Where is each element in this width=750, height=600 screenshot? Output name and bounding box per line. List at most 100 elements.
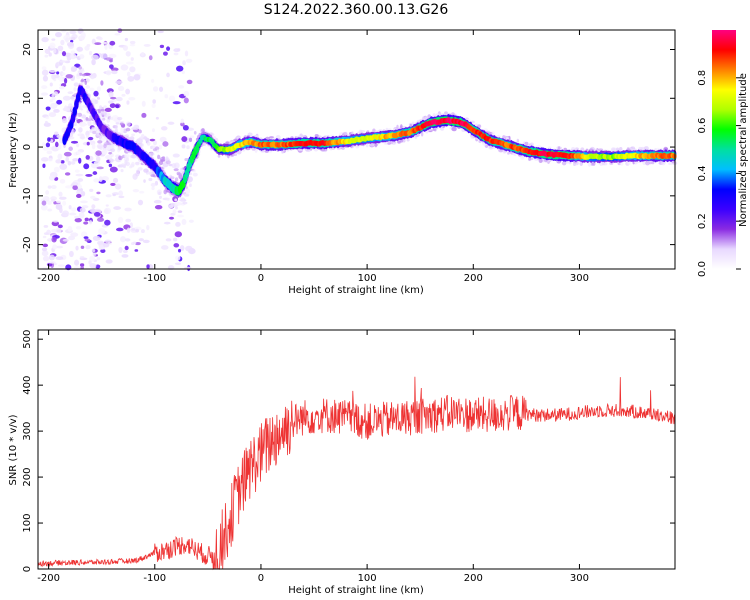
spectral-noise-blob [41,250,49,257]
spectral-halo-blob [143,168,149,173]
spectral-noise-blob [166,72,170,78]
spectral-noise-blob [48,112,57,118]
spectral-noise-blob [85,155,90,160]
spectral-noise-blob [58,191,63,197]
spectral-noise-blob [72,158,79,162]
y-tick-label: 10 [22,92,33,105]
spectral-noise-blob [41,85,48,90]
spectral-noise-blob [41,200,47,206]
spectral-noise-blob [138,238,144,242]
spectral-noise-blob [56,200,62,204]
spectral-noise-blob [45,190,50,195]
spectral-noise-blob [104,208,109,215]
spectral-halo-blob [68,146,73,151]
spectral-halo-blob [609,162,614,166]
spectral-halo-blob [169,176,175,180]
spectral-noise-blob [74,217,82,223]
spectral-halo-blob [396,124,399,130]
spectral-noise-blob [86,141,90,146]
spectral-noise-blob [159,136,167,143]
spectral-ridge-blob [70,113,76,124]
spectral-noise-blob [180,118,184,124]
spectral-noise-blob [157,30,164,34]
spectral-noise-blob [188,219,194,223]
spectral-noise-blob [139,190,145,194]
spectral-halo-blob [79,72,83,76]
spectral-halo-blob [585,148,589,152]
spectral-noise-blob [70,66,78,72]
spectral-halo-blob [406,138,410,142]
spectral-halo-blob [501,135,508,140]
spectral-noise-blob [78,35,85,41]
spectral-noise-blob [74,215,80,219]
spectral-halo-blob [81,73,86,77]
spectral-noise-blob [105,144,111,151]
spectral-noise-blob [158,86,164,92]
spectral-noise-blob [109,166,118,173]
spectral-halo-blob [102,117,106,121]
spectral-noise-blob [49,98,54,103]
spectral-noise-blob [41,92,49,96]
spectral-halo-blob [142,136,148,140]
spectral-halo-blob [642,160,647,165]
spectral-noise-blob [96,256,101,261]
spectral-noise-blob [78,212,85,219]
spectral-halo-blob [126,157,130,162]
spectral-noise-blob [173,237,178,242]
spectral-noise-blob [49,70,56,73]
spectral-halo-blob [217,154,221,158]
spectral-noise-blob [40,157,49,162]
spectral-noise-blob [167,121,175,125]
snr-x-axis: -200 -100 0 100 200 300 [37,330,589,584]
spectral-halo-blob [435,113,441,116]
spectral-noise-blob [76,151,82,155]
spectral-halo-blob [130,163,135,168]
spectral-halo-blob [179,167,184,173]
spectral-noise-blob [62,210,69,217]
spectral-halo-blob [125,161,131,167]
spectral-noise-blob [47,137,51,142]
spectral-noise-blob [67,225,73,232]
spectral-noise-blob [87,136,94,141]
spectral-noise-blob [79,256,85,259]
spectral-noise-blob [102,41,108,45]
spectral-noise-blob [112,193,116,197]
spectral-noise-blob [118,195,125,199]
spectral-noise-blob [59,207,63,214]
spectral-noise-blob [64,172,71,176]
spectral-halo-blob [103,143,107,148]
spectral-noise-blob [91,143,96,150]
spectral-noise-blob [163,221,171,225]
spectral-noise-blob [58,60,67,63]
spectral-halo-blob [170,202,175,206]
spectral-noise-blob [118,247,123,253]
spectral-noise-blob [124,207,132,212]
snr-frame [37,329,676,570]
spectral-noise-blob [62,200,67,206]
spectral-noise-blob [184,50,189,57]
spectral-halo-blob [668,162,673,165]
spectral-noise-blob [115,104,120,109]
spectral-halo-blob [177,210,183,213]
spectral-halo-blob [115,122,120,125]
spectral-halo-blob [150,182,156,187]
spectral-noise-blob [152,99,156,104]
spectral-noise-blob [80,245,85,249]
spectral-noise-blob [182,125,189,131]
spectral-noise-blob [62,107,71,112]
spectral-noise-blob [92,171,98,175]
spectral-noise-blob [51,198,56,202]
x-tick-label: 300 [570,573,589,584]
spectral-halo-blob [192,172,198,177]
spectral-noise-blob [105,194,112,198]
spectral-halo-blob [601,162,606,166]
spectral-noise-blob [70,50,76,54]
spectral-halo-blob [117,116,123,121]
spectral-noise-blob [41,247,48,252]
spectral-noise-blob [110,96,117,100]
spectral-halo-blob [165,156,169,162]
spectral-noise-blob [44,54,49,58]
spectral-noise-blob [126,227,131,233]
spectral-noise-blob [109,103,116,109]
spectral-noise-blob [70,207,77,212]
